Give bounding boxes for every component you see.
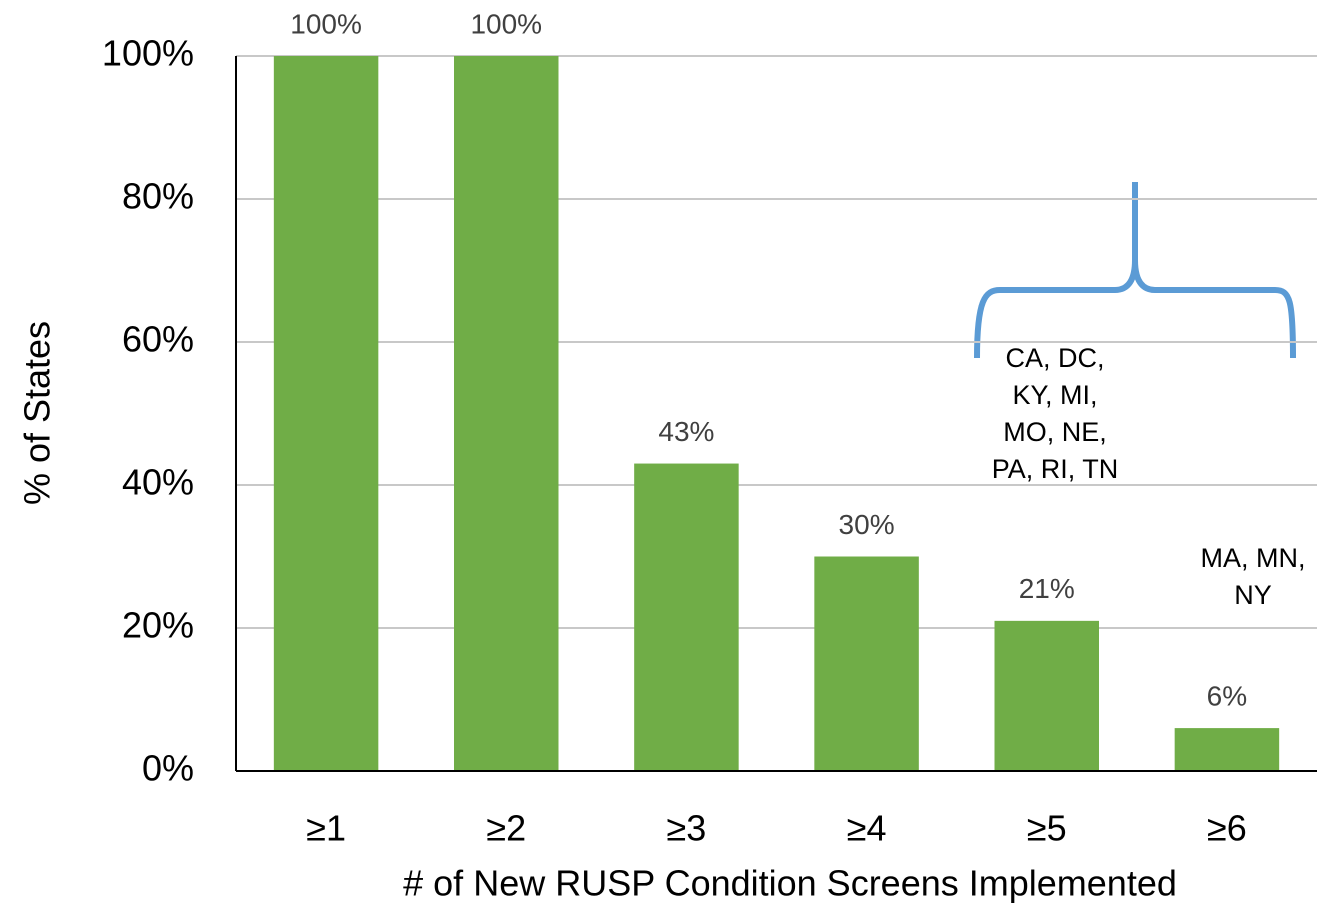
x-axis-label: # of New RUSP Condition Screens Implemen… <box>403 863 1177 904</box>
bar <box>1174 728 1280 771</box>
annotation: MA, MN, <box>1201 543 1306 573</box>
y-tick-label: 100% <box>102 33 194 74</box>
y-tick-label: 20% <box>122 605 194 646</box>
brace <box>974 182 1296 359</box>
annotation: NY <box>1234 580 1272 610</box>
annotation: PA, RI, TN <box>992 454 1119 484</box>
y-tick-label: 60% <box>122 319 194 360</box>
value-label: 6% <box>1207 680 1247 711</box>
annotation: MO, NE, <box>1003 417 1107 447</box>
y-axis-label: % of States <box>17 321 58 505</box>
annotation: KY, MI, <box>1012 380 1097 410</box>
annotation: CA, DC, <box>1005 343 1104 373</box>
bar <box>994 620 1099 771</box>
bar <box>273 56 379 771</box>
y-tick-label: 40% <box>122 462 194 503</box>
value-label: 43% <box>658 416 714 447</box>
value-label: 100% <box>290 8 362 39</box>
x-tick-label: ≥1 <box>306 808 346 849</box>
bar <box>634 463 739 771</box>
x-tick-label: ≥6 <box>1207 808 1247 849</box>
y-tick-label: 0% <box>142 748 194 789</box>
x-tick-label: ≥3 <box>667 808 707 849</box>
value-label: 100% <box>470 8 542 39</box>
value-label: 30% <box>839 509 895 540</box>
x-tick-label: ≥4 <box>847 808 887 849</box>
bar <box>814 556 919 771</box>
x-tick-label: ≥2 <box>486 808 526 849</box>
x-tick-label: ≥5 <box>1027 808 1067 849</box>
value-label: 21% <box>1019 573 1075 604</box>
y-tick-label: 80% <box>122 176 194 217</box>
bar <box>454 56 559 771</box>
